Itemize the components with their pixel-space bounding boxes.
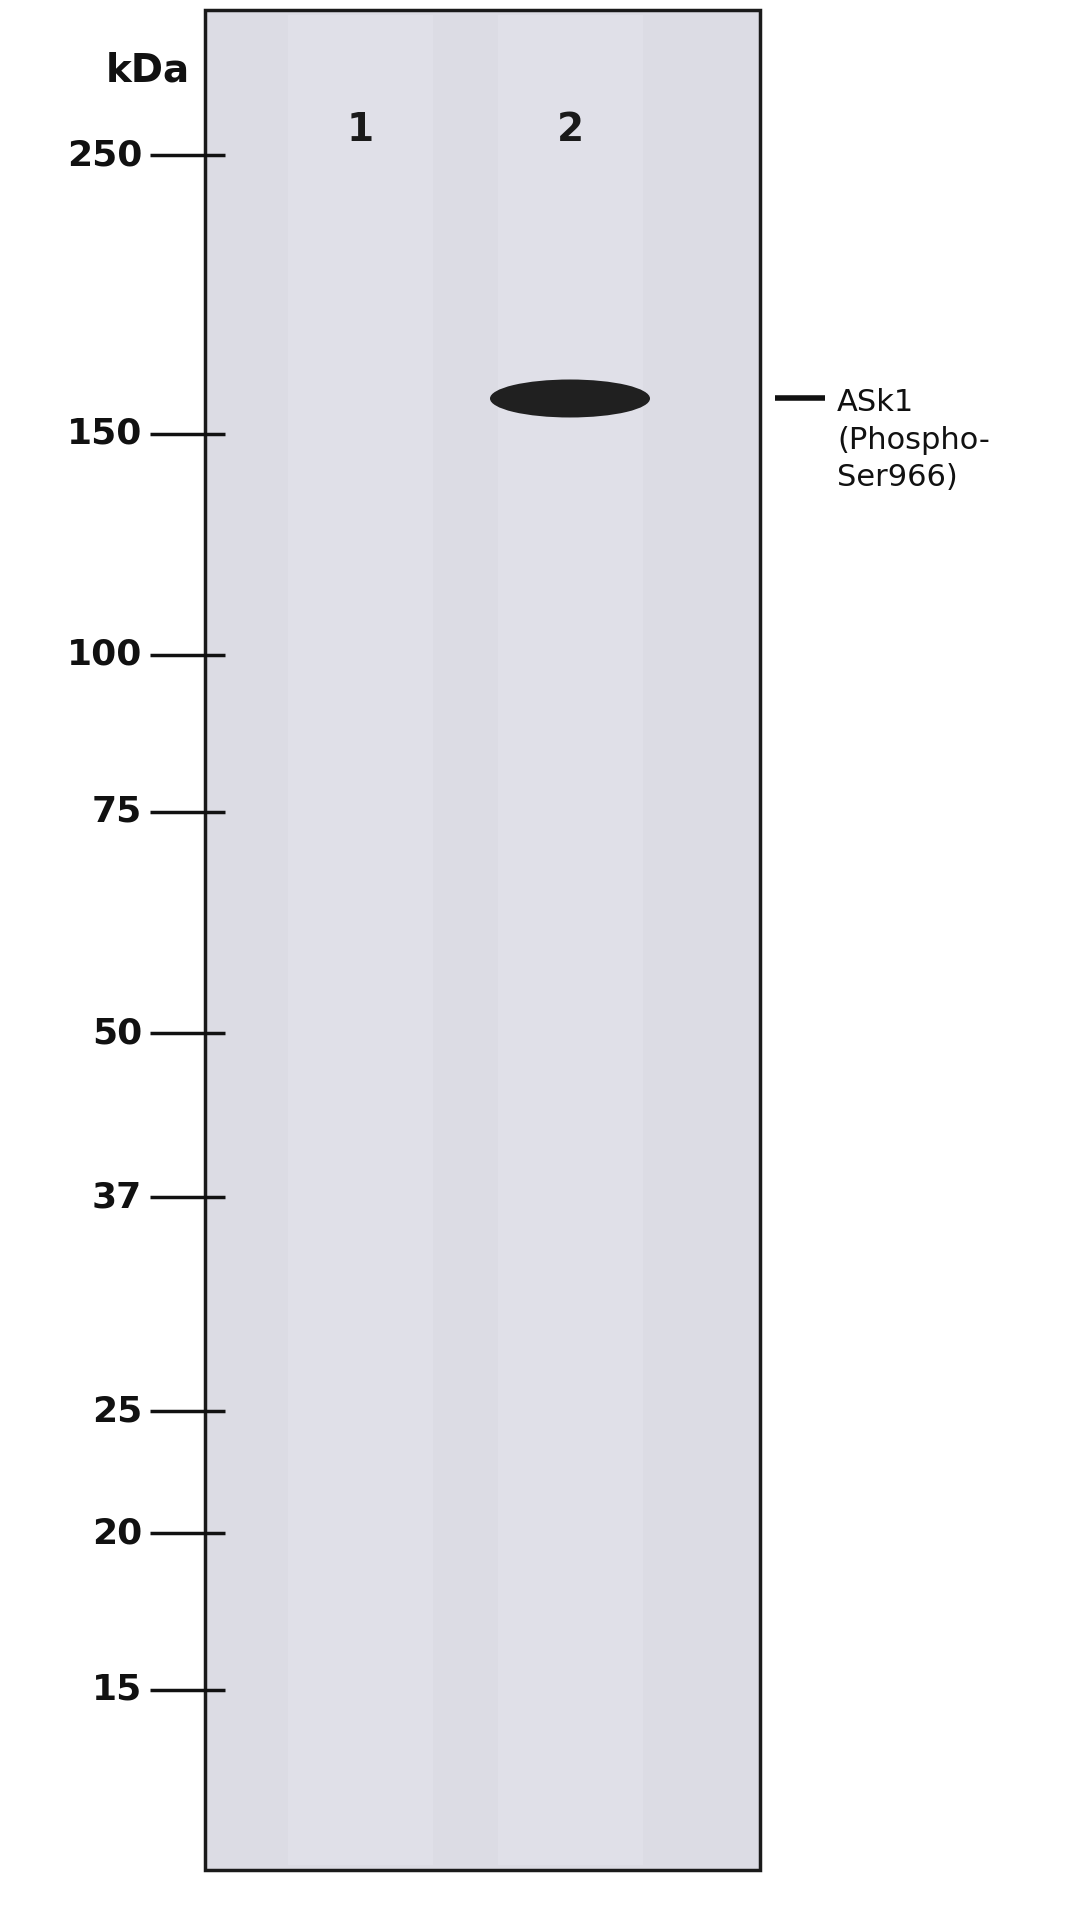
Text: 100: 100: [67, 638, 141, 671]
Text: 15: 15: [92, 1672, 141, 1707]
Text: kDa: kDa: [106, 50, 190, 89]
Text: 1: 1: [347, 112, 374, 149]
Text: 20: 20: [92, 1516, 141, 1551]
Text: 25: 25: [92, 1395, 141, 1427]
Bar: [287, 15, 432, 1865]
Ellipse shape: [490, 380, 650, 417]
Bar: [498, 15, 643, 1865]
Bar: [205, 10, 760, 1869]
Text: 250: 250: [67, 139, 141, 172]
Text: 50: 50: [92, 1017, 141, 1049]
Text: ASk1
(Phospho-
Ser966): ASk1 (Phospho- Ser966): [837, 388, 990, 492]
Text: 75: 75: [92, 795, 141, 829]
Text: 150: 150: [67, 417, 141, 451]
Text: 37: 37: [92, 1181, 141, 1215]
Text: 2: 2: [556, 112, 583, 149]
